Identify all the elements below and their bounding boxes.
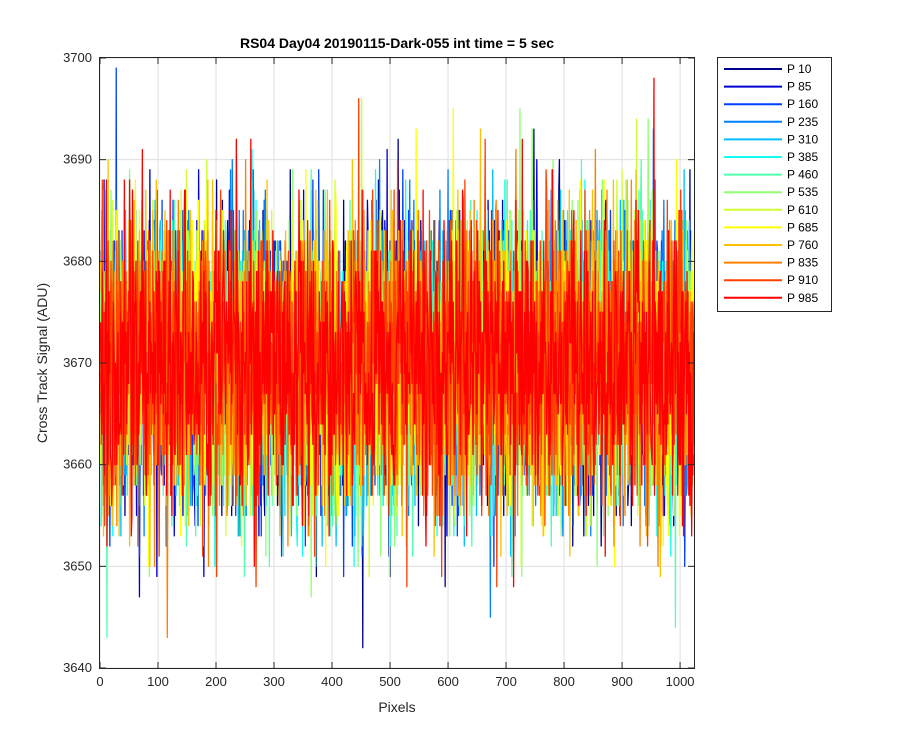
legend-label: P 835 xyxy=(787,256,818,270)
y-tick-label: 3640 xyxy=(63,660,92,675)
legend-label: P 685 xyxy=(787,220,818,234)
x-tick-label: 1000 xyxy=(666,674,695,689)
x-tick-label: 700 xyxy=(495,674,517,689)
legend-label: P 535 xyxy=(787,185,818,199)
legend-label: P 385 xyxy=(787,150,818,164)
x-tick-label: 300 xyxy=(263,674,285,689)
x-axis-label: Pixels xyxy=(378,699,415,715)
legend-label: P 910 xyxy=(787,273,818,287)
chart-title: RS04 Day04 20190115-Dark-055 int time = … xyxy=(240,35,554,51)
legend-label: P 985 xyxy=(787,291,818,305)
legend-label: P 160 xyxy=(787,97,818,111)
legend-label: P 235 xyxy=(787,115,818,129)
y-tick-label: 3680 xyxy=(63,253,92,268)
ticks: 0 100 200 300 400 500 600 700 800 900 1000 3640 3650… xyxy=(63,50,694,689)
x-tick-label: 600 xyxy=(437,674,459,689)
y-tick-label: 3670 xyxy=(63,355,92,370)
legend-label: P 10 xyxy=(787,62,812,76)
x-tick-label: 800 xyxy=(553,674,575,689)
series-line-p-985 xyxy=(99,77,695,588)
legend-label: P 460 xyxy=(787,168,818,182)
y-tick-label: 3700 xyxy=(63,50,92,65)
x-tick-label: 0 xyxy=(96,674,103,689)
x-tick-label: 400 xyxy=(321,674,343,689)
legend-label: P 610 xyxy=(787,203,818,217)
y-tick-label: 3690 xyxy=(63,152,92,167)
legend-label: P 85 xyxy=(787,80,812,94)
x-tick-label: 100 xyxy=(147,674,169,689)
legend-label: P 760 xyxy=(787,238,818,252)
axes-box xyxy=(99,57,695,669)
legend-box xyxy=(717,57,832,312)
x-tick-label: 500 xyxy=(379,674,401,689)
y-axis-label: Cross Track Signal (ADU) xyxy=(34,283,50,443)
series-layer xyxy=(99,67,695,649)
x-tick-label: 900 xyxy=(611,674,633,689)
x-tick-label: 200 xyxy=(205,674,227,689)
legend-label: P 310 xyxy=(787,132,818,146)
y-tick-label: 3660 xyxy=(63,457,92,472)
y-tick-label: 3650 xyxy=(63,558,92,573)
legend: P 10 P 85 P 160 P 235 P 310 P 385 P 460 P 535 P … xyxy=(717,57,832,312)
